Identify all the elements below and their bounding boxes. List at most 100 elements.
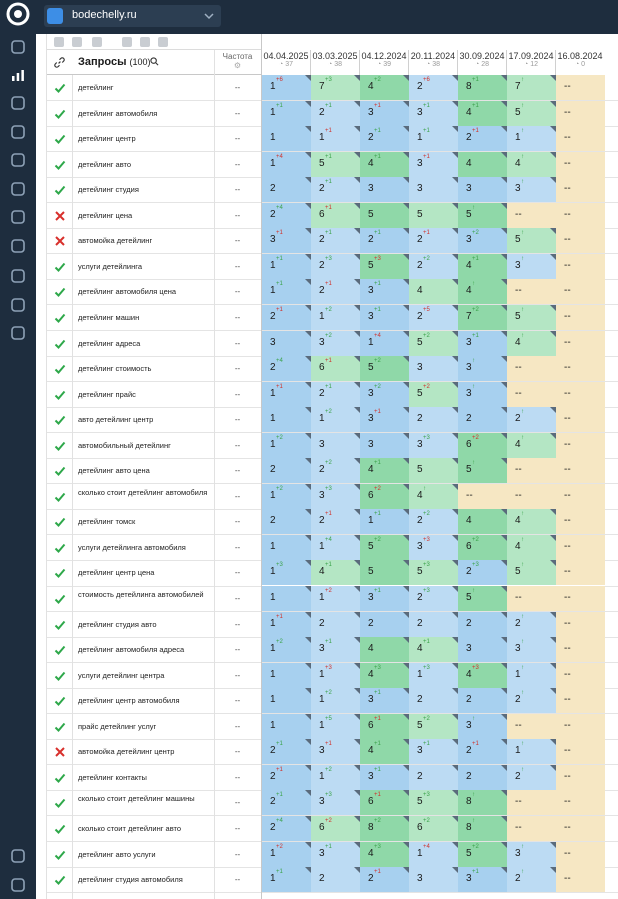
table-row[interactable]: детейлинг автомобиля --: [46, 101, 261, 127]
position-cell[interactable]: 5 ↑: [507, 304, 556, 330]
table-row[interactable]: услуги детейлинга --: [46, 254, 261, 280]
query-text[interactable]: детейлинг центр: [78, 134, 136, 144]
position-cell[interactable]: 3 +2: [311, 330, 360, 356]
table-row[interactable]: прайс детейлинг услуг --: [46, 714, 261, 740]
position-cell[interactable]: 4 +1: [458, 253, 507, 279]
position-cell[interactable]: 2: [360, 611, 409, 637]
position-cell[interactable]: 3 ↑: [458, 381, 507, 407]
table-row[interactable]: детейлинг машин --: [46, 305, 261, 331]
position-cell[interactable]: --: [458, 483, 507, 509]
position-cell[interactable]: 3 ↑: [458, 356, 507, 382]
position-cell[interactable]: 3: [360, 177, 409, 203]
query-text[interactable]: детейлинг авто: [78, 159, 132, 169]
position-cell[interactable]: 5 +2: [409, 381, 458, 407]
table-row[interactable]: детейлинг контакты --: [46, 765, 261, 791]
position-cell[interactable]: 4 +3: [360, 841, 409, 867]
position-cell[interactable]: 6 +1: [360, 713, 409, 739]
link-icon[interactable]: [92, 37, 102, 47]
table-row[interactable]: детейлинг --: [46, 75, 261, 101]
position-cell[interactable]: 3 +1: [458, 330, 507, 356]
position-cell[interactable]: 5 +3: [360, 253, 409, 279]
positions-icon[interactable]: [8, 65, 28, 85]
position-cell[interactable]: 6 +2: [409, 815, 458, 841]
position-cell[interactable]: 1 +2: [311, 304, 360, 330]
competitors-icon[interactable]: [8, 93, 28, 113]
position-cell[interactable]: 3 ↑: [507, 253, 556, 279]
position-cell[interactable]: 6 +2: [458, 432, 507, 458]
position-cell[interactable]: --: [556, 509, 605, 535]
table-row[interactable]: детейлинг авто --: [46, 152, 261, 178]
position-cell[interactable]: --: [556, 534, 605, 560]
query-text[interactable]: детейлинг томск: [78, 517, 136, 527]
position-cell[interactable]: 4: [458, 151, 507, 177]
position-cell[interactable]: 4 +1: [409, 637, 458, 663]
query-text[interactable]: детейлинг цена: [78, 210, 133, 220]
position-cell[interactable]: --: [556, 228, 605, 254]
position-cell[interactable]: 5 +2: [360, 356, 409, 382]
position-cell[interactable]: 2 +3: [409, 586, 458, 611]
query-text[interactable]: услуги детейлинг центра: [78, 670, 165, 680]
position-cell[interactable]: 2 +1: [311, 509, 360, 535]
query-text[interactable]: детейлинг студия: [78, 185, 139, 195]
query-text[interactable]: детейлинг автомобиля: [78, 108, 158, 118]
position-cell[interactable]: --: [556, 815, 605, 841]
position-cell[interactable]: --: [507, 202, 556, 228]
query-text[interactable]: детейлинг автомобиля цена: [78, 287, 177, 297]
table-row[interactable]: автомойка детейлинг центр --: [46, 739, 261, 765]
logo-icon[interactable]: [6, 2, 30, 26]
query-text[interactable]: детейлинг: [78, 83, 114, 92]
position-cell[interactable]: 3 ↑: [507, 841, 556, 867]
position-cell[interactable]: --: [556, 432, 605, 458]
position-cell[interactable]: 3 +3: [311, 483, 360, 509]
position-cell[interactable]: 4 ↑: [507, 330, 556, 356]
position-cell[interactable]: 5: [409, 458, 458, 484]
position-cell[interactable]: --: [556, 304, 605, 330]
position-cell[interactable]: 5 +2: [360, 534, 409, 560]
table-row[interactable]: детейлинг студия --: [46, 177, 261, 203]
position-cell[interactable]: 1 +4: [409, 841, 458, 867]
position-cell[interactable]: 5: [409, 202, 458, 228]
table-row[interactable]: услуги детейлинг центра --: [46, 663, 261, 689]
position-cell[interactable]: 1 +5: [311, 713, 360, 739]
project-selector[interactable]: bodechelly.ru: [44, 5, 221, 27]
position-cell[interactable]: --: [556, 151, 605, 177]
position-cell[interactable]: 3 +3: [311, 790, 360, 816]
position-cell[interactable]: 2 +1: [458, 126, 507, 152]
position-cell[interactable]: 4 +3: [360, 662, 409, 688]
date-column-header[interactable]: 30.09.2024 ◔ 28: [457, 50, 506, 75]
position-cell[interactable]: --: [556, 330, 605, 356]
position-cell[interactable]: 7 +3: [311, 75, 360, 100]
position-cell[interactable]: 2: [262, 177, 311, 203]
position-cell[interactable]: 2 +2: [409, 253, 458, 279]
position-cell[interactable]: 2: [409, 764, 458, 790]
cloud-icon[interactable]: [72, 37, 82, 47]
table-row[interactable]: сколько стоит детейлинг машины --: [46, 790, 261, 816]
position-cell[interactable]: 5: [360, 202, 409, 228]
query-text[interactable]: сколько стоит детейлинг машины: [78, 794, 195, 804]
reports-icon[interactable]: [8, 207, 28, 227]
query-text[interactable]: детейлинг студия автомобиля: [78, 875, 183, 885]
position-cell[interactable]: 2 +4: [262, 356, 311, 382]
position-cell[interactable]: 2: [458, 764, 507, 790]
position-cell[interactable]: 1 +6: [262, 75, 311, 100]
analytics-icon[interactable]: [8, 150, 28, 170]
position-cell[interactable]: 1 ↑: [507, 662, 556, 688]
query-text[interactable]: услуги детейлинга: [78, 261, 143, 271]
position-cell[interactable]: 3: [311, 432, 360, 458]
position-cell[interactable]: 2: [311, 611, 360, 637]
position-cell[interactable]: --: [507, 356, 556, 382]
table-row[interactable]: детейлинг авто цена --: [46, 458, 261, 484]
position-cell[interactable]: 4 ↑: [507, 432, 556, 458]
position-cell[interactable]: 3 +1: [360, 586, 409, 611]
position-cell[interactable]: 3 +1: [360, 304, 409, 330]
position-cell[interactable]: --: [556, 586, 605, 611]
position-cell[interactable]: 3: [409, 867, 458, 893]
position-cell[interactable]: --: [507, 790, 556, 816]
table-row[interactable]: автомойка детейлинг --: [46, 228, 261, 254]
position-cell[interactable]: --: [556, 177, 605, 203]
position-cell[interactable]: 1 +3: [262, 560, 311, 586]
position-cell[interactable]: 3 +1: [311, 841, 360, 867]
position-cell[interactable]: 6 +1: [360, 790, 409, 816]
position-cell[interactable]: 2 +4: [262, 815, 311, 841]
table-row[interactable]: детейлинг адреса --: [46, 331, 261, 357]
